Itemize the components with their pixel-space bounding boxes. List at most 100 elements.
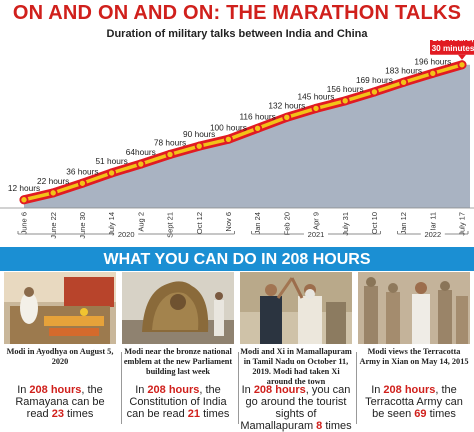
fact-count: 69 bbox=[414, 408, 427, 420]
data-label: 36 hours bbox=[66, 166, 98, 176]
photo-mamallapuram bbox=[240, 272, 352, 344]
section-banner bbox=[0, 247, 474, 271]
series-line-inner bbox=[22, 63, 464, 202]
fact-text: times bbox=[63, 408, 94, 420]
callout-label: 208 hours, bbox=[433, 40, 474, 43]
callout-label: 30 minutes bbox=[432, 44, 474, 53]
panel-emblem: Modi near the bronze national emblem at … bbox=[122, 272, 234, 426]
x-tick-label: Jan 24 bbox=[253, 212, 262, 235]
x-tick-label: July 17 bbox=[458, 212, 467, 236]
fact-text: In bbox=[135, 384, 148, 396]
data-point bbox=[428, 68, 438, 78]
data-point bbox=[369, 87, 379, 97]
data-label: 51 hours bbox=[95, 156, 127, 166]
fact-text: In bbox=[17, 384, 30, 396]
main-title: ON AND ON AND ON: THE MARATHON TALKS bbox=[12, 2, 462, 24]
data-label: 169 hours bbox=[356, 75, 393, 85]
comparison-panels: Modi in Ayodhya on August 5, 2020 In 208… bbox=[4, 272, 470, 432]
photo-terracotta bbox=[358, 272, 470, 344]
data-label: 90 hours bbox=[183, 129, 215, 139]
data-point bbox=[457, 60, 467, 70]
x-tick-label: Oct 12 bbox=[195, 212, 204, 234]
data-point bbox=[253, 123, 263, 133]
panel-divider bbox=[356, 352, 357, 424]
photo-emblem bbox=[122, 272, 234, 344]
fact-text: times bbox=[322, 420, 352, 432]
data-label: 156 hours bbox=[327, 84, 364, 94]
fact-count: 8 bbox=[316, 420, 323, 432]
data-label: 116 hours bbox=[239, 111, 275, 121]
x-tick-label: Aug 2 bbox=[136, 212, 145, 232]
fact-text: , the Constitution of India can be read bbox=[126, 384, 227, 420]
chart-subtitle: Duration of military talks between India… bbox=[106, 28, 368, 40]
panel-divider bbox=[121, 352, 122, 424]
x-tick-label: Jan 12 bbox=[399, 212, 408, 235]
x-tick-label: Apr 9 bbox=[312, 212, 321, 230]
data-point bbox=[77, 178, 87, 188]
fact-terracotta: In 208 hours, the Terracotta Army can be… bbox=[358, 384, 470, 420]
x-tick-label: July 31 bbox=[341, 212, 350, 236]
x-tick-label: Sept 21 bbox=[166, 212, 175, 238]
x-tick-label: Mar 11 bbox=[428, 212, 437, 235]
caption-ayodhya: Modi in Ayodhya on August 5, 2020 bbox=[6, 347, 114, 366]
data-point bbox=[165, 149, 175, 159]
data-point bbox=[340, 96, 350, 106]
photo-ayodhya bbox=[4, 272, 116, 344]
fact-count: 21 bbox=[187, 408, 201, 420]
fact-emblem: In 208 hours, the Constitution of India … bbox=[122, 384, 234, 420]
x-tick-label: June 22 bbox=[49, 212, 58, 239]
fact-text: , the Terracotta Army can be seen bbox=[365, 384, 463, 420]
fact-text: , the Ramayana can be read bbox=[15, 384, 105, 420]
x-tick-label: Feb 20 bbox=[282, 212, 291, 235]
fact-text: In bbox=[241, 384, 254, 396]
caption-mamallapuram: Modi and Xi in Mamallapuram in Tamil Nad… bbox=[240, 347, 352, 386]
panel-divider bbox=[238, 352, 239, 424]
caption-terracotta: Modi views the Terracotta Army in Xian o… bbox=[359, 347, 469, 366]
fact-count: 23 bbox=[51, 408, 64, 420]
caption-emblem: Modi near the bronze national emblem at … bbox=[123, 347, 233, 376]
callout-pointer bbox=[458, 54, 466, 60]
panel-ayodhya: Modi in Ayodhya on August 5, 2020 In 208… bbox=[4, 272, 116, 426]
data-label: 145 hours bbox=[298, 91, 335, 101]
x-tick-label: Nov 6 bbox=[224, 212, 233, 232]
data-label: 22 hours bbox=[37, 176, 69, 186]
x-tick-label: June 6 bbox=[20, 212, 29, 235]
year-label-bg bbox=[114, 230, 139, 239]
fact-text: times bbox=[426, 408, 456, 420]
data-point bbox=[48, 188, 58, 198]
data-label: 100 hours bbox=[210, 122, 247, 132]
data-point bbox=[107, 168, 117, 178]
x-tick-label: June 30 bbox=[78, 212, 87, 239]
section-title: WHAT YOU CAN DO IN 208 HOURS bbox=[103, 251, 371, 268]
data-point bbox=[282, 112, 292, 122]
data-label: 12 hours bbox=[8, 183, 40, 193]
year-label: 2020 bbox=[118, 230, 135, 239]
data-label: 132 hours bbox=[268, 100, 305, 110]
fact-mamallapuram: In 208 hours, you can go around the tour… bbox=[240, 384, 352, 432]
fact-text: In bbox=[371, 384, 384, 396]
x-tick-label: July 14 bbox=[107, 212, 116, 236]
year-label: 2022 bbox=[424, 230, 441, 239]
year-label: 2021 bbox=[308, 230, 325, 239]
data-point bbox=[223, 134, 233, 144]
panel-mamallapuram: Modi and Xi in Mamallapuram in Tamil Nad… bbox=[240, 272, 352, 432]
data-point bbox=[194, 141, 204, 151]
x-tick-label: Oct 10 bbox=[370, 212, 379, 234]
fact-ayodhya: In 208 hours, the Ramayana can be read 2… bbox=[4, 384, 116, 420]
fact-hours: 208 hours bbox=[253, 384, 306, 396]
fact-hours: 208 hours bbox=[383, 384, 436, 396]
data-label: 64hours bbox=[126, 147, 156, 157]
data-label: 183 hours bbox=[385, 65, 422, 75]
fact-hours: 208 hours bbox=[29, 384, 82, 396]
data-point bbox=[311, 103, 321, 113]
data-label: 78 hours bbox=[154, 137, 186, 147]
data-label: 196 hours bbox=[414, 56, 451, 66]
year-label-bg bbox=[420, 230, 445, 239]
data-point bbox=[136, 159, 146, 169]
data-point bbox=[399, 77, 409, 87]
fact-hours: 208 hours bbox=[147, 384, 200, 396]
panel-terracotta: Modi views the Terracotta Army in Xian o… bbox=[358, 272, 470, 426]
year-label-bg bbox=[304, 230, 328, 239]
